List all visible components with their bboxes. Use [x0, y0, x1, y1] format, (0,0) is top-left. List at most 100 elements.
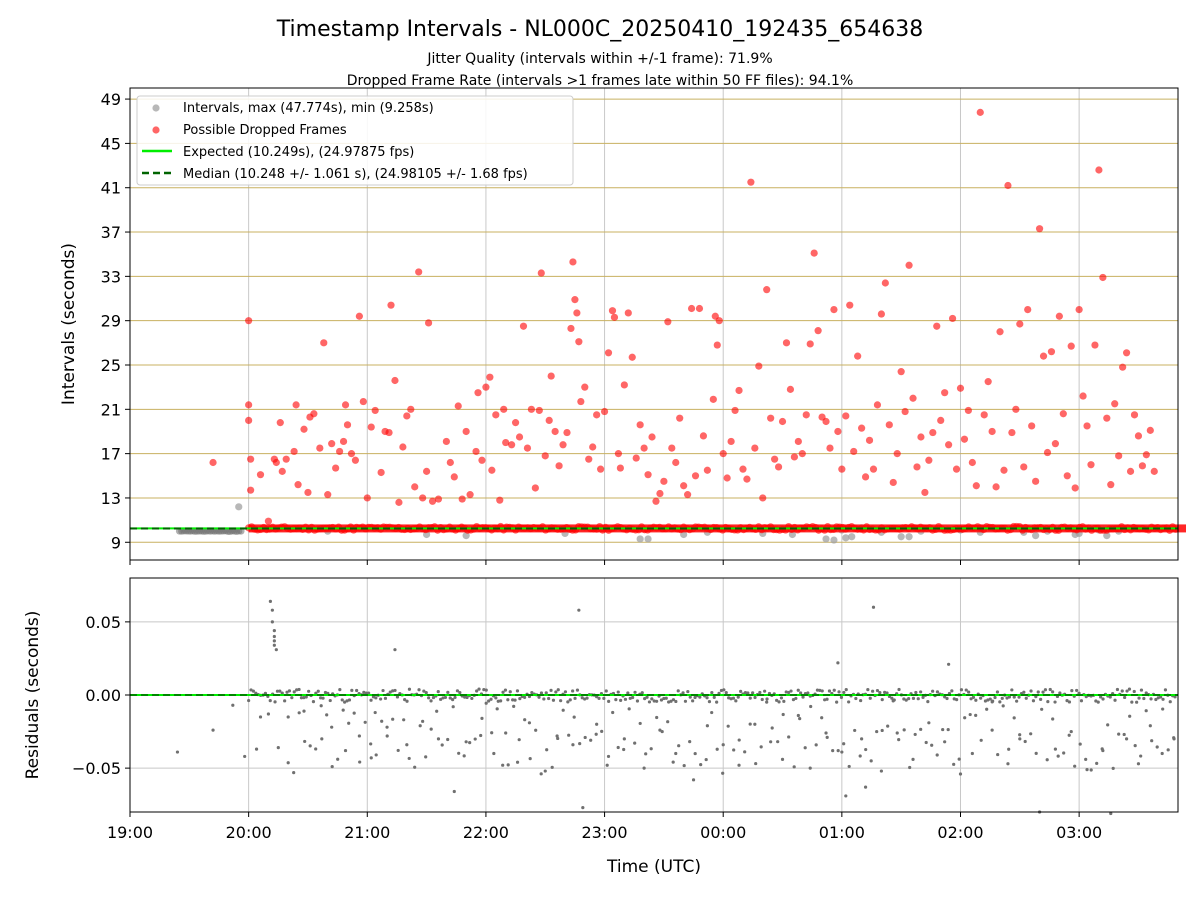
dropped-frame-point	[684, 491, 692, 499]
residual-point	[1101, 748, 1105, 753]
residual-point	[1123, 695, 1127, 700]
dropped-frame-point	[1043, 448, 1052, 457]
dropped-frame-point	[858, 424, 866, 432]
residual-point	[801, 695, 805, 699]
residual-point	[484, 688, 488, 692]
residual-point	[914, 690, 918, 695]
dropped-frame-point	[771, 455, 779, 463]
dropped-frame-point	[577, 397, 585, 406]
residual-point	[681, 691, 685, 695]
residual-point	[791, 697, 796, 702]
dropped-frame-point	[377, 468, 385, 477]
bottom-plot-marks	[130, 599, 1178, 816]
dropped-frame-point	[502, 438, 510, 447]
dropped-frame-point	[585, 455, 593, 463]
residual-point	[904, 698, 908, 702]
residual-point	[358, 760, 362, 764]
residual-point	[286, 761, 290, 765]
residual-point	[1000, 696, 1004, 700]
dropped-frame-point	[1111, 400, 1119, 408]
residual-point	[266, 712, 271, 716]
dropped-frame-point	[676, 414, 684, 422]
residual-point	[787, 735, 791, 739]
legend-box	[136, 95, 574, 186]
residual-point	[1075, 688, 1079, 693]
residual-point	[885, 691, 889, 695]
residual-point	[722, 688, 726, 692]
residual-point	[364, 691, 368, 695]
residual-point	[506, 763, 510, 767]
residual-point	[647, 700, 652, 704]
residual-point	[864, 747, 868, 752]
residual-point	[674, 699, 678, 704]
residual-point	[1041, 690, 1045, 694]
top-y-tick-label: 49	[101, 90, 121, 109]
interval-point	[1032, 532, 1040, 540]
residual-point	[513, 698, 517, 702]
residual-point	[385, 725, 389, 729]
residual-point	[272, 643, 276, 647]
legend-expected-label: Expected (10.249s), (24.97875 fps)	[183, 145, 414, 160]
dropped-frame-point	[424, 319, 433, 327]
residual-point	[429, 727, 433, 731]
residual-point	[869, 759, 873, 763]
top-y-tick-label: 45	[101, 134, 121, 153]
legend-intervals-label: Intervals, max (47.774s), min (9.258s)	[183, 101, 434, 116]
residual-point	[913, 732, 917, 737]
residual-point	[719, 688, 724, 693]
residual-point	[660, 729, 664, 734]
residual-point	[597, 696, 601, 700]
residual-point	[369, 742, 373, 746]
x-tick-label: 19:00	[107, 823, 153, 842]
residual-point	[600, 729, 604, 733]
residual-point	[275, 689, 280, 693]
residual-point	[986, 698, 990, 702]
dropped-frame-point	[434, 495, 443, 503]
residual-point	[578, 742, 582, 746]
residual-point	[908, 765, 912, 770]
residual-point	[739, 689, 743, 693]
dropped-frame-point	[620, 381, 628, 389]
residual-point	[1043, 688, 1048, 692]
residual-point	[974, 713, 978, 717]
residual-point	[422, 689, 426, 693]
residual-point	[1070, 689, 1074, 693]
dropped-frame-point	[610, 313, 619, 321]
residual-point	[175, 750, 180, 754]
dropped-frame-point	[672, 458, 680, 467]
residual-point	[751, 691, 755, 695]
residual-point	[231, 703, 235, 707]
residual-point	[1040, 707, 1044, 711]
residual-point	[667, 700, 671, 704]
dropped-frame-point	[806, 340, 814, 348]
residual-point	[827, 689, 832, 693]
dropped-frame-point	[751, 444, 759, 452]
dropped-frame-point	[889, 478, 897, 487]
dropped-frame-point	[996, 328, 1004, 336]
residual-point	[820, 689, 824, 693]
residual-point	[379, 697, 383, 701]
residual-point	[347, 721, 351, 725]
residual-point	[1139, 754, 1143, 758]
residual-point	[988, 697, 992, 701]
legend-intervals-marker	[152, 104, 160, 112]
residual-point	[316, 689, 320, 693]
residual-point	[710, 710, 714, 715]
interval-point	[905, 533, 913, 541]
residual-point	[880, 698, 884, 702]
dropped-frame-point	[822, 417, 830, 426]
residual-point	[549, 688, 553, 692]
dropped-frame-point	[403, 412, 411, 420]
residual-point	[490, 731, 494, 735]
dropped-frame-point	[941, 389, 949, 397]
dropped-frame-point	[411, 483, 419, 491]
residual-point	[895, 731, 899, 735]
residual-point	[1163, 688, 1168, 692]
dropped-frame-point	[395, 498, 403, 506]
residual-point	[594, 732, 598, 736]
dropped-frame-point	[492, 411, 500, 419]
residual-point	[652, 699, 656, 703]
dropped-frame-point	[830, 305, 838, 314]
residual-point	[623, 697, 628, 701]
residual-point	[1095, 761, 1099, 766]
